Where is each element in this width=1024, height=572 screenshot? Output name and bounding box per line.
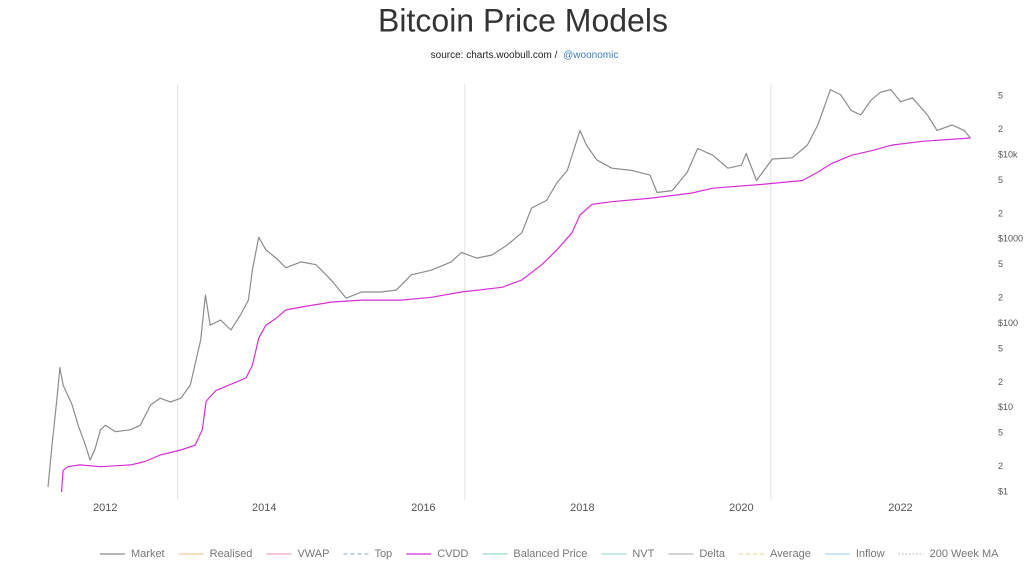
legend-item[interactable]: NVT [601, 548, 655, 560]
legend-item[interactable]: Inflow [824, 548, 885, 560]
x-tick-label: 2012 [93, 502, 117, 514]
y-tick-label: $10 [998, 402, 1013, 412]
legend-item[interactable]: Balanced Price [482, 548, 587, 560]
y-tick-label: $1 [998, 486, 1008, 496]
legend-label[interactable]: Inflow [856, 548, 885, 560]
y-tick-label: 2 [998, 293, 1003, 303]
y-tick-label: 2 [998, 377, 1003, 387]
legend-item[interactable]: Market [100, 548, 165, 560]
legend-label[interactable]: 200 Week MA [930, 548, 1000, 560]
legend-label[interactable]: Realised [210, 548, 253, 560]
legend-label[interactable]: Balanced Price [513, 548, 587, 560]
y-tick-label: 5 [998, 259, 1003, 269]
subtitle-source: source: charts.woobull.com / [431, 50, 558, 61]
legend-item[interactable]: Realised [178, 548, 253, 560]
legend-item[interactable]: Average [739, 548, 811, 560]
legend-label[interactable]: NVT [632, 548, 654, 560]
legend-item[interactable]: VWAP [266, 548, 329, 560]
x-tick-label: 2016 [411, 502, 435, 514]
y-tick-label: 2 [998, 461, 1003, 471]
legend-item[interactable]: Delta [668, 548, 726, 560]
x-tick-label: 2014 [252, 502, 276, 514]
x-tick-label: 2022 [888, 502, 912, 514]
legend-label[interactable]: Average [770, 548, 811, 560]
chart-title: Bitcoin Price Models [378, 2, 668, 38]
legend-item[interactable]: 200 Week MA [898, 548, 1000, 560]
legend-item[interactable]: CVDD [406, 548, 468, 560]
chart-subtitle: source: charts.woobull.com / @woonomic [431, 50, 619, 61]
y-tick-label: 2 [998, 208, 1003, 218]
legend-label[interactable]: Top [374, 548, 392, 560]
x-tick-label: 2018 [570, 502, 594, 514]
y-tick-label: 5 [998, 91, 1003, 101]
y-tick-label: 5 [998, 343, 1003, 353]
y-tick-label: $1000 [998, 234, 1023, 244]
x-tick-label: 2020 [729, 502, 753, 514]
legend-label[interactable]: CVDD [437, 548, 468, 560]
series-line [47, 89, 971, 487]
subtitle-link[interactable]: @woonomic [563, 50, 618, 61]
legend-label[interactable]: Market [131, 548, 165, 560]
legend-label[interactable]: VWAP [297, 548, 329, 560]
y-tick-label: $10k [998, 150, 1018, 160]
legend-item[interactable]: Top [343, 548, 392, 560]
y-tick-label: 5 [998, 175, 1003, 185]
y-tick-label: 2 [998, 124, 1003, 134]
y-tick-label: 5 [998, 428, 1003, 438]
legend-label[interactable]: Delta [699, 548, 726, 560]
y-tick-label: $100 [998, 318, 1018, 328]
series-line [60, 137, 971, 493]
